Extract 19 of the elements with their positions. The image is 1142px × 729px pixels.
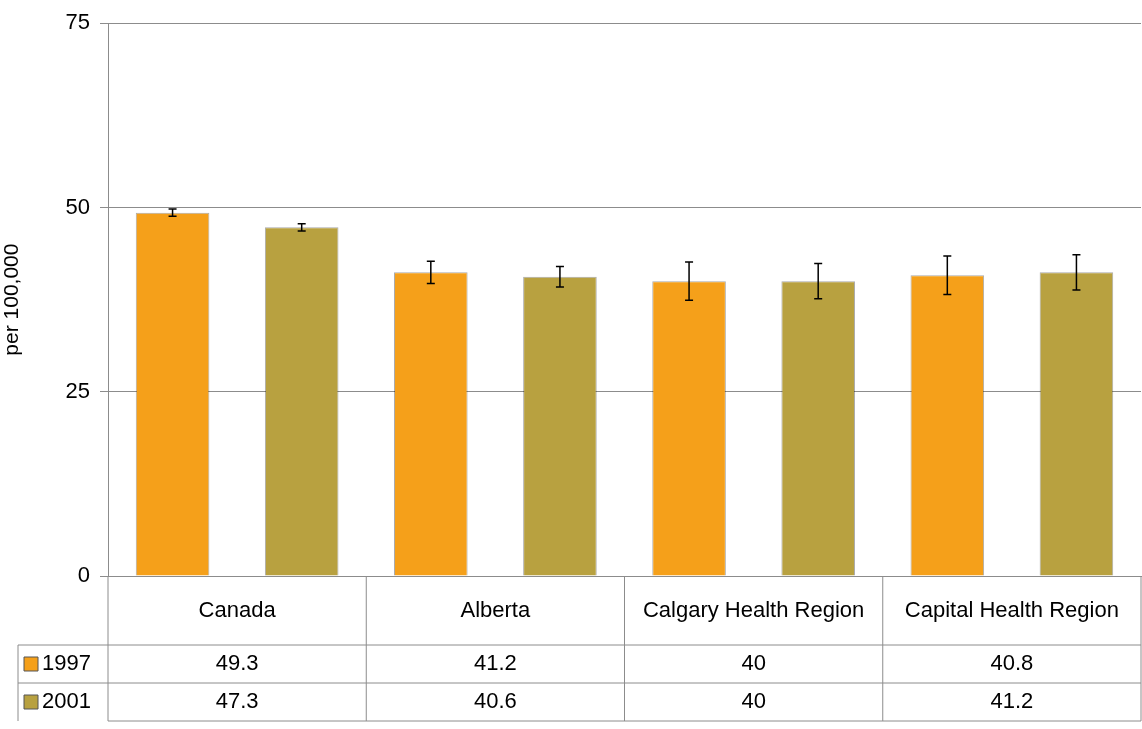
x-tick-label: Calgary Health Region [642, 596, 865, 622]
data-label: 49.3 [215, 650, 259, 676]
x-tick-label: Canada [198, 596, 277, 622]
y-axis-title: per 100,000 [0, 243, 23, 356]
data-label: 41.2 [990, 688, 1034, 714]
y-tick-label: 0 [77, 562, 90, 588]
x-tick-label: Capital Health Region [904, 596, 1119, 622]
data-label: 40 [741, 650, 766, 676]
data-label: 41.2 [473, 650, 517, 676]
y-tick-label: 75 [65, 9, 90, 35]
legend-label: 2001 [42, 688, 91, 714]
y-tick-label: 25 [65, 377, 90, 403]
legend-label: 1997 [42, 650, 91, 676]
data-label: 47.3 [215, 688, 259, 714]
x-tick-label: Alberta [460, 596, 531, 622]
data-label: 40.8 [990, 650, 1034, 676]
data-label: 40 [741, 688, 766, 714]
data-label: 40.6 [473, 688, 517, 714]
y-tick-label: 50 [65, 193, 90, 219]
